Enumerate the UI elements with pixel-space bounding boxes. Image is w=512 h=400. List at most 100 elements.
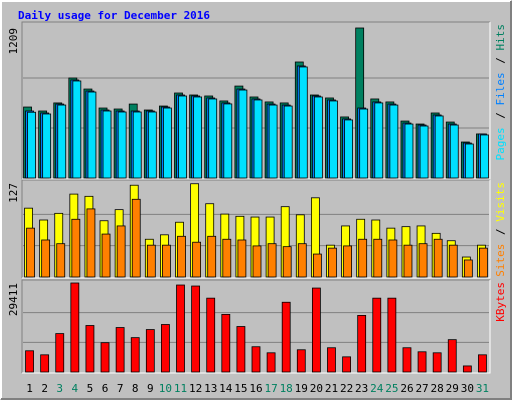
bar (434, 115, 444, 179)
bar (358, 238, 368, 278)
bar (312, 253, 322, 278)
bar (282, 246, 292, 278)
bar (327, 347, 336, 373)
bar (40, 354, 50, 373)
bar (253, 99, 263, 179)
bar (115, 327, 125, 373)
bar (432, 352, 442, 373)
x-tick-label: 15 (234, 382, 247, 395)
bar (388, 239, 398, 278)
bar (251, 346, 261, 373)
bar (266, 352, 276, 373)
bar (281, 301, 291, 373)
y-tick-label: 127 (7, 183, 20, 203)
bar (163, 107, 172, 179)
bar (191, 285, 201, 373)
x-tick-label: 27 (415, 382, 428, 395)
bar (478, 354, 487, 373)
bar (387, 297, 397, 373)
bar (283, 105, 293, 179)
legend: Sites / Visits (494, 182, 507, 277)
legend: Pages / Files / Hits (494, 24, 507, 161)
bar (344, 119, 353, 179)
bar (86, 208, 96, 278)
legend-separator: / (494, 222, 507, 242)
plot-bevel (21, 179, 490, 278)
bar (403, 244, 413, 278)
bar (267, 243, 277, 278)
bar (27, 111, 36, 179)
x-tick-label: 19 (295, 382, 308, 395)
bar (206, 297, 216, 373)
bar (192, 241, 202, 278)
bar (145, 329, 155, 373)
bar (221, 313, 231, 373)
x-tick-label: 12 (189, 382, 202, 395)
bar (418, 243, 428, 278)
x-tick-label: 18 (280, 382, 293, 395)
x-tick-label: 31 (476, 382, 489, 395)
x-tick-label: 1 (26, 382, 33, 395)
bar (329, 100, 338, 179)
legend-entry: Pages (494, 127, 507, 160)
y-tick-label: 29411 (7, 283, 20, 316)
x-tick-label: 29 (446, 382, 459, 395)
bar (56, 243, 66, 278)
x-tick-label: 13 (204, 382, 217, 395)
x-tick-label: 3 (56, 382, 63, 395)
bar (193, 96, 203, 179)
bar (343, 245, 352, 278)
x-tick-label: 7 (117, 382, 124, 395)
bar (161, 324, 170, 373)
bar (373, 238, 383, 278)
bar (41, 239, 51, 278)
bar (71, 218, 81, 278)
legend-entry: Files (494, 72, 507, 105)
bar (464, 143, 474, 179)
y-tick-label: 1209 (7, 28, 20, 55)
x-tick-label: 14 (219, 382, 233, 395)
x-tick-label: 25 (385, 382, 398, 395)
legend-entry: Hits (494, 24, 507, 51)
bar (296, 349, 306, 373)
plot-bevel (21, 21, 490, 179)
x-tick-label: 17 (264, 382, 277, 395)
bar (146, 244, 156, 278)
x-tick-label: 22 (340, 382, 353, 395)
plot-bevel (22, 22, 491, 180)
legend: KBytes (494, 282, 507, 322)
legend-entry: Visits (494, 182, 507, 222)
bar (132, 111, 142, 179)
legend-entry: KBytes (494, 282, 507, 322)
legend-separator: / (494, 51, 507, 71)
bar (480, 134, 489, 179)
plot-bevel (22, 180, 491, 279)
x-tick-label: 4 (72, 382, 79, 395)
bar (372, 297, 382, 373)
bar (479, 247, 488, 278)
bar (448, 244, 458, 278)
chart-title: Daily usage for December 2016 (18, 9, 210, 22)
x-tick-label: 28 (431, 382, 444, 395)
x-tick-label: 10 (159, 382, 172, 395)
bar (236, 326, 246, 373)
bar (147, 111, 157, 179)
x-tick-label: 21 (325, 382, 338, 395)
bar (404, 123, 414, 179)
bar (177, 235, 186, 278)
bar (449, 124, 459, 179)
bar (417, 351, 427, 373)
bar (223, 103, 233, 179)
bar (328, 247, 337, 278)
x-tick-label: 30 (461, 382, 474, 395)
x-tick-label: 2 (41, 382, 48, 395)
bar (101, 233, 111, 278)
bar (42, 113, 52, 179)
plot-bevel (22, 280, 491, 374)
bar (357, 315, 367, 373)
bar (25, 350, 34, 373)
bar (131, 198, 141, 278)
